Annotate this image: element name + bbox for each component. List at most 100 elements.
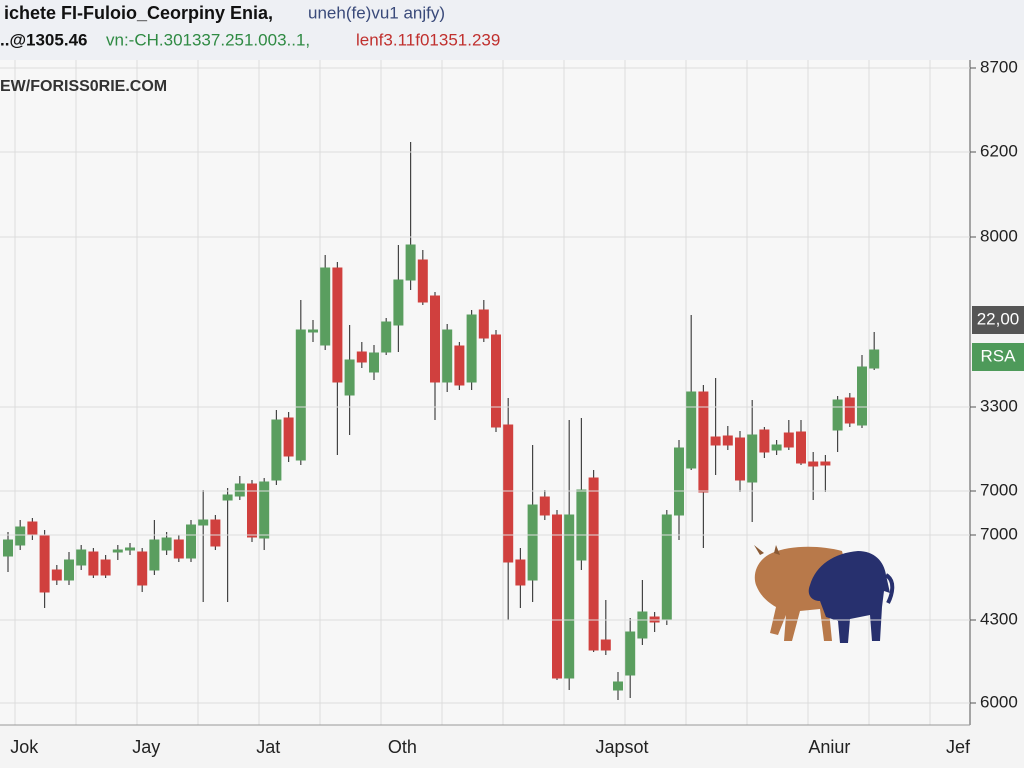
candle-body [613, 681, 623, 691]
candle-body [674, 447, 684, 516]
x-tick-label: Jat [256, 737, 280, 757]
candle-body [100, 559, 111, 576]
candle-body [64, 559, 74, 581]
candle-body [527, 504, 538, 581]
candle-body [88, 551, 99, 576]
candle-body [747, 434, 758, 483]
candle-body [466, 314, 477, 383]
candle-body [844, 397, 855, 424]
candle-body [783, 432, 794, 448]
info-range: lenf3.11f01351.239 [356, 30, 500, 49]
x-tick-label: Aniur [808, 737, 850, 757]
chart-title: ichete FI-Fuloio_Ceorpiny Enia, [4, 3, 273, 23]
candle-body [210, 519, 221, 547]
candle-body [735, 437, 745, 481]
candle-body [686, 391, 697, 469]
candle-body [356, 351, 367, 363]
chart-subtitle: uneh(fe)vu1 anjfy) [308, 3, 445, 22]
candle-body [308, 329, 318, 333]
candle-body [39, 534, 50, 593]
candle-body [332, 267, 343, 383]
candle-body [771, 444, 782, 451]
price-tag-label: 22,00 [977, 309, 1020, 328]
watermark: EW/FORISS0RIE.COM [0, 78, 167, 95]
candle-body [539, 496, 550, 516]
candle-body [198, 519, 209, 526]
y-tick-label: 4300 [980, 609, 1018, 628]
candle-body [417, 259, 428, 303]
candle-body [478, 309, 489, 339]
candle-body [320, 267, 331, 346]
candle-body [27, 521, 38, 536]
candle-body [173, 539, 184, 559]
candle-body [149, 539, 160, 571]
candle-body [125, 547, 135, 551]
candle-body [161, 537, 172, 551]
y-tick-label: 8700 [980, 57, 1018, 76]
candle-body [722, 435, 733, 446]
candle-body [344, 359, 355, 396]
candle-body [808, 461, 819, 467]
candle-body [637, 611, 648, 639]
candle-body [515, 559, 526, 586]
candle-body [491, 334, 501, 428]
candle-body [588, 477, 599, 651]
x-tick-label: Oth [388, 737, 417, 757]
candle-body [796, 431, 806, 464]
y-tick-label: 7000 [980, 480, 1018, 499]
candle-body [625, 631, 636, 676]
y-tick-label: 7000 [980, 524, 1018, 543]
candle-body [271, 419, 282, 481]
x-tick-label: Jef [946, 737, 971, 757]
candle-body [564, 514, 575, 679]
candle-body [15, 526, 26, 546]
candle-body [3, 539, 13, 557]
info-change: vn:-CH.301337.251.003..1, [106, 30, 310, 49]
candle-body [661, 514, 672, 621]
candle-body [832, 399, 843, 431]
candle-body [222, 494, 233, 501]
y-tick-label: 6200 [980, 141, 1018, 160]
price-tag [972, 306, 1024, 334]
candle-body [381, 321, 392, 353]
candle-body [576, 489, 587, 561]
candle-body [76, 549, 87, 566]
candle-body [710, 436, 721, 446]
candle-body [503, 424, 514, 563]
candle-body [112, 549, 123, 553]
x-tick-label: Jok [10, 737, 39, 757]
candle-body [600, 639, 611, 651]
candle-body [186, 524, 196, 559]
candle-body [234, 483, 245, 497]
candle-body [137, 551, 148, 586]
candle-body [283, 417, 294, 457]
x-tick-label: Japsot [595, 737, 648, 757]
candle-body [857, 366, 867, 426]
y-tick-label: 3300 [980, 396, 1018, 415]
candle-body [454, 345, 465, 386]
candle-body [820, 461, 831, 466]
candle-body [430, 295, 440, 383]
candle-body [369, 352, 379, 373]
candle-body [759, 429, 770, 453]
candle-body [247, 483, 257, 538]
candle-body [405, 244, 416, 281]
candle-body [259, 481, 270, 539]
y-tick-label: 6000 [980, 692, 1018, 711]
candle-body [552, 514, 562, 679]
vertical-grid [14, 60, 931, 725]
x-tick-label: Jay [132, 737, 160, 757]
header-bar [0, 0, 1024, 60]
candle-body [869, 349, 880, 369]
candle-body [295, 329, 306, 461]
price-tag-label: RSA [981, 346, 1017, 365]
info-price: ..@1305.46 [0, 30, 87, 49]
candle-body [393, 279, 404, 326]
candle-body [51, 569, 62, 581]
candles [3, 142, 880, 700]
candle-body [698, 391, 709, 493]
price-tag [972, 343, 1024, 371]
candle-body [442, 329, 453, 383]
y-tick-label: 8000 [980, 226, 1018, 245]
